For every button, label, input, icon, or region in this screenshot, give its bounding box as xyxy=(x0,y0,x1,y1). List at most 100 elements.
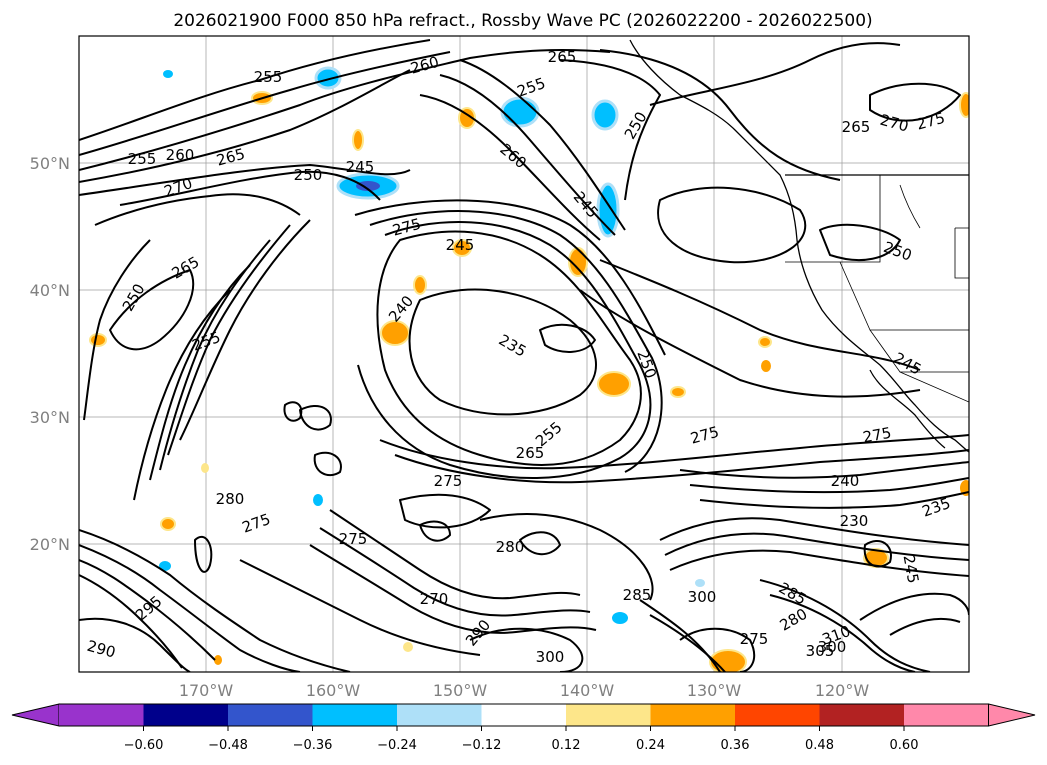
contour-label: 280 xyxy=(496,538,525,556)
contour-line xyxy=(408,288,597,416)
colorbar-segment xyxy=(397,704,482,726)
contour-line xyxy=(369,210,663,473)
contour-line xyxy=(639,599,721,672)
positive-patch xyxy=(380,320,410,346)
lon-tick-label: 160°W xyxy=(306,681,361,700)
refractivity-contours xyxy=(79,39,969,672)
contour-line xyxy=(79,39,431,141)
contour-label: 240 xyxy=(831,472,860,490)
contour-line xyxy=(759,579,931,672)
contour-line xyxy=(657,186,807,264)
contour-line xyxy=(599,49,841,181)
contour-line xyxy=(329,509,581,600)
negative-patch xyxy=(695,579,705,587)
contour-label: 300 xyxy=(818,638,847,656)
contour-line xyxy=(194,535,213,573)
colorbar-segment xyxy=(312,704,397,726)
colorbar-tick-label: 0.36 xyxy=(721,738,750,753)
contour-line xyxy=(179,219,311,441)
negative-patch xyxy=(314,66,342,90)
contour-line xyxy=(669,549,969,577)
positive-patch xyxy=(403,642,413,652)
contour-line xyxy=(769,594,916,672)
contour-label: 255 xyxy=(254,68,283,86)
contour-line xyxy=(599,259,921,371)
contour-line xyxy=(664,532,969,561)
contour-label: 275 xyxy=(339,530,368,548)
colorbar-segment xyxy=(143,704,228,726)
positive-patch xyxy=(597,371,631,397)
contour-label: 245 xyxy=(346,158,375,176)
positive-patch xyxy=(452,239,472,257)
contour-label: 245 xyxy=(900,553,923,584)
negative-patch xyxy=(500,96,540,128)
contour-line xyxy=(119,170,381,206)
lon-tick-label: 130°W xyxy=(687,681,742,700)
contour-line xyxy=(313,451,342,477)
contour-line xyxy=(357,221,652,479)
contour-line xyxy=(479,513,654,601)
colorbar-tick-label: 0.12 xyxy=(552,738,581,753)
contour-line xyxy=(659,517,969,546)
lat-tick-label: 40°N xyxy=(30,281,70,300)
lat-tick-label: 20°N xyxy=(30,535,70,554)
colorbar-ticks xyxy=(143,726,905,731)
colorbar-tick-label: −0.60 xyxy=(124,738,164,753)
contour-line xyxy=(459,59,626,231)
contour-line xyxy=(299,405,332,431)
colorbar-tick-label: 0.60 xyxy=(890,738,919,753)
map-panel: 255 260 265 255 250 245 270 275 265 250 … xyxy=(79,36,969,672)
contour-line xyxy=(689,477,969,494)
contour-line xyxy=(79,69,411,183)
contour-line xyxy=(469,627,584,672)
contour-label: 270 xyxy=(420,590,449,608)
negative-patch xyxy=(313,494,323,506)
contour-label: 275 xyxy=(740,630,769,648)
contour-line xyxy=(133,289,231,501)
state-border xyxy=(785,175,881,263)
contour-label: 260 xyxy=(166,146,195,164)
contour-label: 250 xyxy=(294,166,323,184)
state-border xyxy=(954,227,969,279)
contour-line xyxy=(79,617,191,672)
colorbar-segment xyxy=(59,704,144,726)
contour-line xyxy=(379,434,969,470)
positive-patch xyxy=(160,517,176,531)
colorbar-tick-label: 0.24 xyxy=(636,738,665,753)
negative-patch xyxy=(159,561,171,571)
contour-line xyxy=(83,239,151,421)
colorbar-tick-label: 0.48 xyxy=(805,738,834,753)
contour-line xyxy=(283,401,303,422)
contour-line xyxy=(376,230,642,466)
negative-patch xyxy=(612,612,628,624)
contour-line xyxy=(319,527,591,617)
contour-line xyxy=(889,617,961,636)
colorbar-tick-label: −0.24 xyxy=(377,738,417,753)
contour-line xyxy=(579,289,921,398)
contour-line xyxy=(399,493,491,529)
colorbar-segment xyxy=(650,704,735,726)
contour-label: 265 xyxy=(548,48,577,66)
colorbar-tick-label: −0.12 xyxy=(462,738,502,753)
contour-line xyxy=(869,82,961,122)
contour-line xyxy=(94,193,301,226)
map-frame xyxy=(78,35,970,673)
contour-line xyxy=(439,74,616,236)
positive-patch xyxy=(214,655,222,665)
positive-patch xyxy=(413,275,427,295)
contour-line xyxy=(559,59,661,201)
contour-label: 305 xyxy=(806,642,835,660)
contour-line xyxy=(419,520,451,542)
contour-line xyxy=(167,224,291,456)
lon-tick-label: 170°W xyxy=(179,681,234,700)
negative-patch xyxy=(163,70,173,78)
contour-line xyxy=(419,94,601,241)
contour-line xyxy=(79,529,351,672)
contour-line xyxy=(79,164,411,196)
contour-line xyxy=(679,461,969,479)
contour-line xyxy=(519,531,561,556)
contour-label: 265 xyxy=(516,444,545,462)
contour-line xyxy=(79,51,451,156)
west-coast xyxy=(629,39,969,453)
